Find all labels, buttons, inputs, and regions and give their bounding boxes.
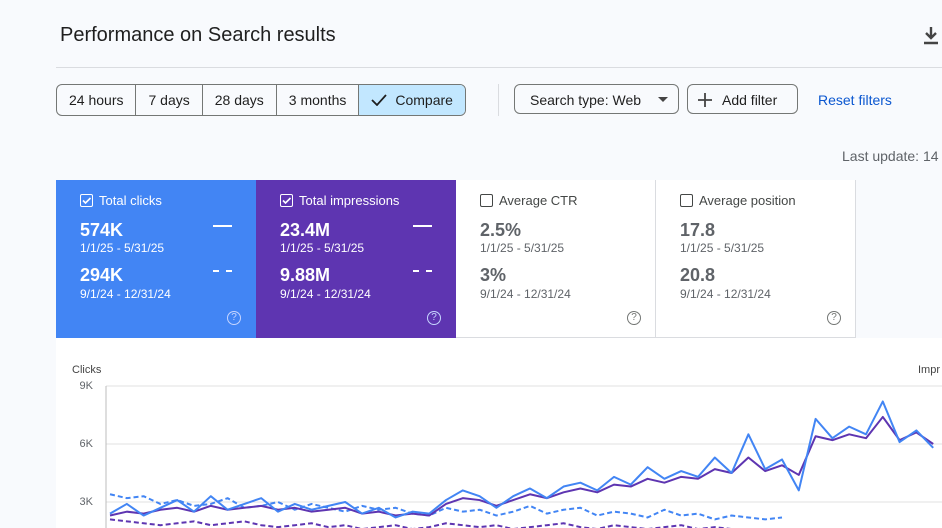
metric-label: Average position	[699, 193, 796, 208]
previous-line	[109, 518, 732, 528]
y-tick-label: 9K	[80, 380, 94, 392]
metric-value: 9.88M	[280, 265, 331, 285]
period-label: 28 days	[214, 92, 264, 108]
margin	[0, 338, 56, 528]
add-filter-button[interactable]: Add filter	[687, 84, 798, 114]
period-selector: 24 hours 7 days 28 days 3 months Compare	[56, 84, 466, 116]
period-button[interactable]: 28 days	[201, 85, 276, 115]
metric-range: 9/1/24 - 12/31/24	[480, 287, 571, 301]
metric-label: Total clicks	[99, 193, 162, 208]
y-tick-label: 3K	[80, 496, 94, 508]
solid-legend	[413, 225, 432, 227]
previous-line	[109, 493, 783, 521]
metric-range: 1/1/25 - 5/31/25	[280, 241, 365, 255]
current-line	[109, 415, 934, 517]
checkbox[interactable]	[280, 194, 293, 207]
download-icon[interactable]	[922, 26, 940, 46]
help-icon[interactable]: ?	[627, 311, 641, 325]
divider	[56, 67, 942, 68]
metric-range: 9/1/24 - 12/31/24	[280, 287, 371, 301]
check-icon	[371, 92, 395, 108]
metric-value: 3%	[480, 265, 507, 285]
search-type-label: Search type: Web	[530, 92, 642, 108]
period-label: 24 hours	[69, 92, 124, 108]
metric-range: 1/1/25 - 5/31/25	[80, 241, 165, 255]
metric-card[interactable]: Average CTR 2.5% 1/1/25 - 5/31/25 3% 9/1/24 …	[456, 180, 656, 338]
period-button[interactable]: 7 days	[135, 85, 201, 115]
y-tick-label: 6K	[80, 438, 94, 450]
metric-label: Average CTR	[499, 193, 578, 208]
search-type-button[interactable]: Search type: Web	[514, 84, 679, 114]
y-axis-label: Clicks	[72, 364, 102, 376]
last-update: Last update: 14	[842, 148, 939, 164]
metric-label: Total impressions	[299, 193, 400, 208]
checkbox[interactable]	[80, 194, 93, 207]
solid-legend	[213, 225, 232, 227]
metric-value: 23.4M	[280, 220, 331, 240]
metric-value: 574K	[80, 220, 124, 240]
help-icon[interactable]: ?	[827, 311, 841, 325]
checkbox[interactable]	[680, 194, 693, 207]
period-button[interactable]: Compare	[358, 85, 465, 115]
metric-value: 17.8	[680, 220, 716, 240]
metric-range: 1/1/25 - 5/31/25	[480, 241, 565, 255]
period-button[interactable]: 3 months	[275, 85, 359, 115]
dashed-legend	[213, 270, 232, 272]
metric-card[interactable]: Total impressions 23.4M 1/1/25 - 5/31/25 9.…	[256, 180, 456, 338]
help-icon[interactable]: ?	[227, 311, 241, 325]
add-filter-label: Add filter	[722, 92, 778, 108]
checkbox[interactable]	[480, 194, 493, 207]
period-label: Compare	[395, 92, 453, 108]
period-label: 3 months	[288, 92, 347, 108]
help-icon[interactable]: ?	[427, 311, 441, 325]
plus-icon	[698, 93, 712, 107]
metric-range: 9/1/24 - 12/31/24	[80, 287, 171, 301]
y2-axis-label: Impr	[918, 364, 940, 376]
separator	[498, 84, 499, 116]
metric-range: 9/1/24 - 12/31/24	[680, 287, 771, 301]
page-title: Performance on Search results	[60, 24, 336, 46]
dashed-legend	[413, 270, 432, 272]
metric-value: 20.8	[680, 265, 716, 285]
dropdown-caret	[658, 97, 668, 102]
metric-value: 2.5%	[480, 220, 522, 240]
metric-range: 1/1/25 - 5/31/25	[680, 241, 765, 255]
chart: Clicks Impr 3K 6K 9K	[0, 338, 942, 528]
reset-filters[interactable]: Reset filters	[818, 92, 892, 108]
current-line	[109, 400, 934, 519]
metric-card[interactable]: Average position 17.8 1/1/25 - 5/31/25 20.8…	[656, 180, 856, 338]
period-label: 7 days	[148, 92, 190, 108]
metric-value: 294K	[80, 265, 124, 285]
metric-card[interactable]: Total clicks 574K 1/1/25 - 5/31/25 294K 9/1/…	[56, 180, 256, 338]
period-button[interactable]: 24 hours	[57, 85, 135, 115]
